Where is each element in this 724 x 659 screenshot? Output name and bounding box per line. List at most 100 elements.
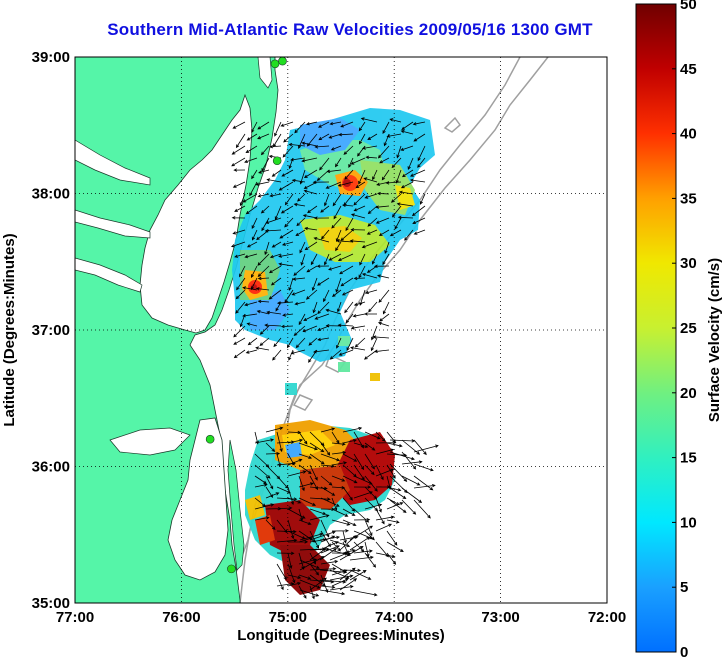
velocity-arrow (314, 145, 330, 149)
velocity-arrow (401, 169, 414, 178)
velocity-arrow (319, 535, 340, 541)
velocity-arrow (276, 301, 294, 305)
velocity-arrow (239, 193, 246, 207)
velocity-arrow (292, 277, 306, 281)
velocity-arrow (391, 205, 402, 218)
velocity-arrow (258, 169, 270, 174)
velocity-arrow (325, 308, 342, 315)
velocity-arrow (366, 265, 378, 273)
velocity-arrow (254, 516, 270, 521)
velocity-arrow (301, 141, 318, 147)
velocity-arrow (364, 552, 377, 568)
velocity-arrow (417, 157, 426, 168)
velocity-arrow (293, 265, 306, 276)
velocity-arrow (276, 574, 284, 591)
velocity-arrow (364, 519, 373, 537)
velocity-arrow (294, 301, 306, 306)
velocity-arrow (378, 289, 390, 303)
radar-station-marker (270, 59, 280, 69)
velocity-arrow (382, 301, 390, 315)
velocity-arrow (318, 133, 330, 141)
velocity-arrow (342, 426, 363, 433)
x-tick-label: 75:00 (269, 609, 307, 626)
velocity-arrow (320, 497, 340, 507)
velocity-arrow (398, 190, 414, 195)
velocity-arrow (359, 253, 366, 266)
velocity-arrow (375, 217, 390, 224)
velocity-arrow (246, 241, 258, 248)
velocity-arrow (361, 145, 378, 150)
velocity-arrow (320, 545, 340, 554)
velocity-arrow (309, 442, 325, 453)
velocity-arrow (352, 313, 366, 318)
velocity-arrow (317, 301, 330, 315)
map-gridlines (75, 57, 607, 603)
velocity-arrow (331, 289, 342, 298)
velocity-arrow (353, 464, 365, 481)
velocity-arrow (331, 217, 342, 229)
velocity-arrow (280, 324, 294, 329)
velocity-arrow (282, 145, 294, 158)
velocity-arrow (261, 217, 270, 232)
colorbar-tick-label: 5 (680, 579, 688, 596)
velocity-arrow (296, 217, 306, 227)
y-axis-label: Latitude (Degrees:Minutes) (1, 233, 18, 426)
velocity-arrow (330, 145, 342, 151)
velocity-arrow (278, 262, 294, 267)
velocity-arrow (413, 475, 434, 491)
velocity-arrow (270, 277, 282, 286)
velocity-arrow (276, 506, 293, 510)
velocity-arrow (242, 193, 258, 203)
velocity-arrow (290, 157, 306, 162)
velocity-arrow (375, 523, 393, 532)
velocity-arrow (378, 229, 390, 236)
y-tick-labels: 39:00 38:00 37:00 36:00 35:00 (32, 49, 70, 612)
velocity-arrow (287, 582, 302, 587)
map-title: Southern Mid-Atlantic Raw Velocities 200… (107, 20, 593, 39)
velocity-arrow (311, 277, 318, 292)
velocity-arrow (342, 519, 357, 526)
velocity-arrow (389, 463, 408, 482)
velocity-arrow (353, 549, 373, 554)
velocity-arrow (244, 157, 258, 163)
velocity-arrow (309, 508, 327, 515)
velocity-arrow (391, 157, 402, 169)
velocity-arrow (251, 121, 258, 133)
velocity-arrow (319, 589, 346, 596)
velocity-arrow (268, 289, 282, 300)
velocity-arrow (404, 229, 414, 241)
velocity-arrow (251, 265, 258, 278)
velocity-arrow (331, 529, 349, 533)
velocity-arrow (340, 121, 354, 128)
velocity-arrow (317, 325, 330, 331)
velocity-arrow (319, 579, 347, 584)
velocity-arrow (298, 574, 312, 580)
velocity-arrow (364, 464, 375, 476)
velocity-arrow (364, 431, 381, 440)
velocity-arrow (310, 253, 318, 266)
x-tick-label: 73:00 (481, 609, 519, 626)
velocity-arrow (343, 145, 354, 155)
velocity-arrow (235, 133, 246, 149)
velocity-arrow (336, 301, 342, 313)
colorbar-tick-label: 45 (680, 61, 697, 78)
velocity-arrow (298, 442, 318, 451)
velocity-arrow (298, 475, 305, 492)
velocity-arrow (235, 289, 246, 300)
velocity-arrow (375, 552, 396, 558)
velocity-arrow (412, 121, 426, 126)
velocity-arrow (269, 193, 282, 198)
velocity-arrow (257, 265, 270, 278)
velocity-arrow (324, 193, 330, 207)
velocity-arrow (231, 157, 246, 167)
velocity-arrow (340, 277, 354, 287)
velocity-arrow (274, 205, 282, 221)
velocity-arrow (331, 508, 349, 517)
velocity-arrow (389, 118, 402, 123)
velocity-arrow (239, 265, 246, 278)
velocity-arrow (331, 578, 349, 587)
velocity-arrow (276, 497, 298, 501)
velocity-arrow (337, 181, 354, 187)
velocity-arrow (255, 287, 270, 291)
velocity-arrow (353, 205, 366, 212)
